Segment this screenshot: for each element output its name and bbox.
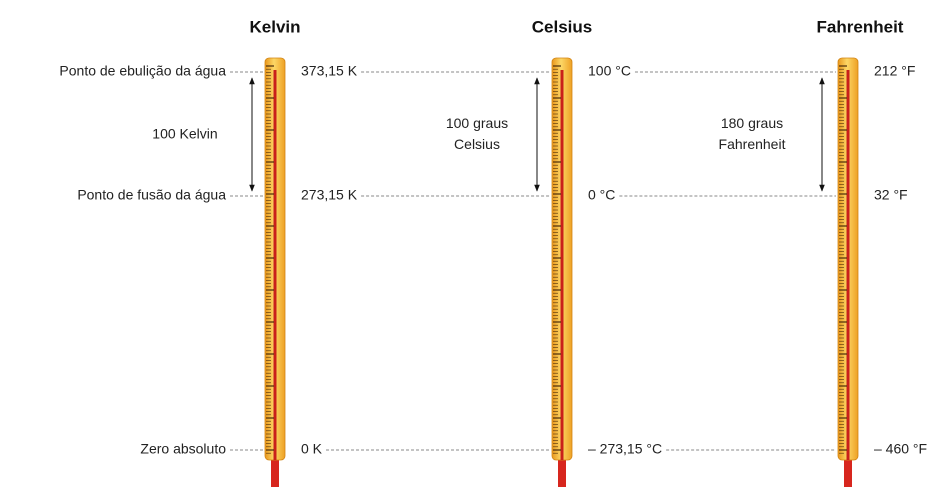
scale-value: 373,15 K	[301, 63, 358, 79]
diagram: Ponto de ebulição da água Ponto de fusão …	[0, 0, 943, 490]
interval-label: 100 Kelvin	[152, 126, 217, 142]
red-column	[274, 70, 277, 460]
reference-label: Ponto de fusão da água	[77, 187, 226, 203]
interval-label: Fahrenheit	[719, 136, 786, 152]
scale-value: 100 °C	[588, 63, 631, 79]
red-column	[561, 70, 564, 460]
scale-title: Kelvin	[249, 17, 300, 36]
scale-title: Celsius	[532, 17, 592, 36]
red-column	[847, 70, 850, 460]
scale-value: 0 °C	[588, 187, 615, 203]
scale-value: 32 °F	[874, 187, 908, 203]
scale-title: Fahrenheit	[817, 17, 904, 36]
scale-value: 0 K	[301, 441, 323, 457]
reference-label: Ponto de ebulição da água	[59, 63, 226, 79]
scale-value: – 273,15 °C	[588, 441, 662, 457]
interval-label: Celsius	[454, 136, 500, 152]
scale-value: 273,15 K	[301, 187, 358, 203]
scale-value: – 460 °F	[874, 441, 927, 457]
scale-value: 212 °F	[874, 63, 915, 79]
interval-label: 100 graus	[446, 115, 508, 131]
reference-label: Zero absoluto	[140, 441, 226, 457]
interval-label: 180 graus	[721, 115, 783, 131]
